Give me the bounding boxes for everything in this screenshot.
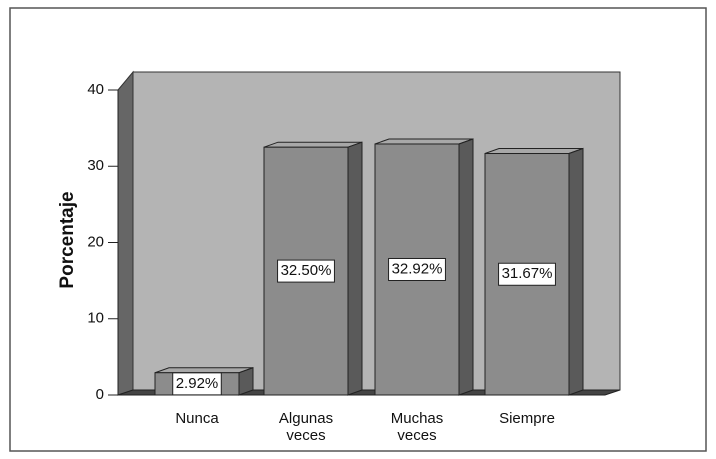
- value-label-box: [498, 262, 556, 286]
- y-tick-label: 0: [96, 386, 104, 403]
- bar-side: [458, 138, 474, 396]
- value-label: 31.67%: [502, 265, 553, 282]
- y-tick-label: 40: [87, 81, 104, 98]
- x-tick-label: Algunas veces: [278, 410, 334, 444]
- bar-top: [374, 138, 474, 145]
- value-label: 32.92%: [392, 260, 443, 277]
- value-label-box: [172, 372, 222, 396]
- x-tick-label: Muchas veces: [390, 410, 444, 444]
- bar-top: [263, 141, 363, 148]
- value-label: 2.92%: [176, 375, 219, 392]
- left-wall: [117, 70, 134, 396]
- x-tick-label: Nunca: [175, 410, 219, 427]
- bar-side: [568, 147, 584, 396]
- y-tick-label: 30: [87, 157, 104, 174]
- value-label-box: [277, 259, 335, 283]
- y-tick-label: 10: [87, 310, 104, 327]
- x-tick-label: Siempre: [499, 410, 555, 427]
- bar-side: [347, 141, 363, 396]
- bar-side: [238, 367, 254, 396]
- value-label-box: [388, 257, 446, 281]
- bar-top: [154, 367, 254, 374]
- y-tick-label: 20: [87, 233, 104, 250]
- y-axis-label: Porcentaje: [57, 191, 78, 288]
- value-label: 32.50%: [281, 262, 332, 279]
- bar-top: [484, 148, 584, 155]
